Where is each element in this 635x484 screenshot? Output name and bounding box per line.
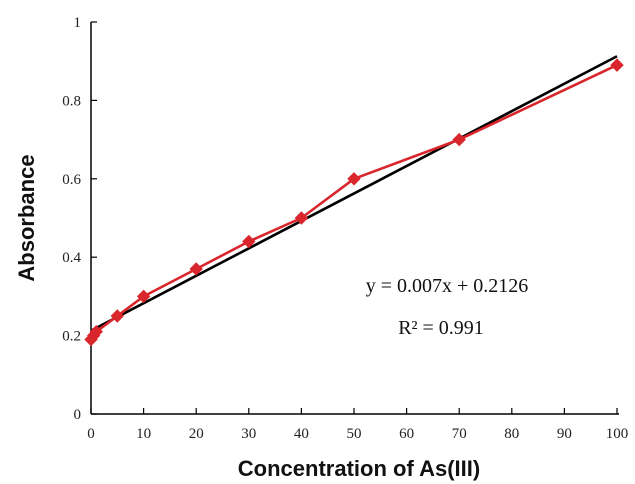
- x-tick-label: 20: [189, 426, 204, 442]
- y-tick-label: 0.2: [62, 329, 81, 345]
- y-tick-label: 0.6: [62, 172, 81, 188]
- y-tick-label: 1: [74, 15, 82, 31]
- x-tick-label: 0: [87, 426, 95, 442]
- y-ticks: 0 0.2 0.4 0.6 0.8 1: [62, 15, 97, 423]
- x-tick-label: 50: [347, 426, 362, 442]
- data-point: [294, 211, 309, 225]
- y-axis-title: Absorbance: [14, 154, 39, 281]
- regression-line: [90, 55, 618, 332]
- x-axis-title: Concentration of As(III): [238, 456, 480, 481]
- y-tick-label: 0.8: [62, 93, 81, 109]
- data-point: [452, 132, 466, 147]
- data-point: [136, 289, 151, 304]
- r-squared-annotation: R² = 0.991: [398, 317, 484, 339]
- plot-frame: [90, 22, 619, 415]
- data-point: [89, 324, 103, 339]
- series-line: [89, 63, 618, 341]
- x-tick-label: 100: [606, 426, 629, 442]
- data-point: [347, 172, 361, 186]
- x-tick-label: 80: [504, 426, 519, 442]
- y-tick-label: 0: [74, 407, 82, 423]
- x-tick-label: 10: [136, 426, 151, 442]
- data-point: [242, 234, 256, 249]
- y-tick-label: 0.4: [62, 250, 81, 266]
- fit-layer: [90, 55, 618, 332]
- data-point: [110, 309, 125, 323]
- data-point: [189, 262, 203, 276]
- x-tick-label: 70: [452, 426, 467, 442]
- data-point: [610, 58, 624, 72]
- x-tick-label: 40: [294, 426, 309, 442]
- equation-annotation: y = 0.007x + 0.2126: [366, 275, 529, 297]
- series-layer: [84, 58, 624, 347]
- x-tick-label: 60: [399, 426, 414, 442]
- x-ticks: 0 10 20 30 40 50 60 70 80 90 100: [87, 408, 628, 442]
- x-tick-label: 90: [557, 426, 572, 442]
- x-tick-label: 30: [241, 426, 256, 442]
